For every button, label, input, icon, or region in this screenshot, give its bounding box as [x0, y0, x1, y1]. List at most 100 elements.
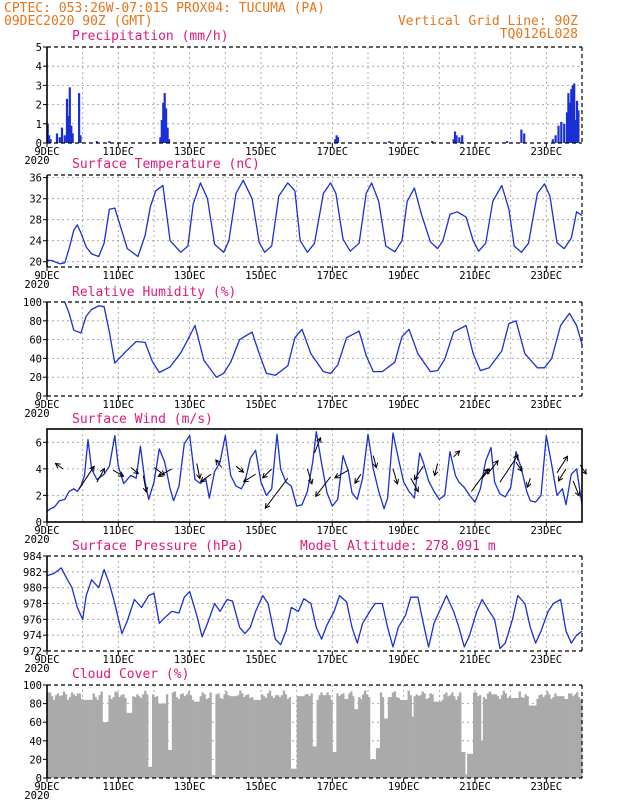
precip-bar — [520, 129, 523, 143]
cloud-cover-bar — [102, 722, 105, 778]
cloud-cover-bar — [223, 694, 226, 778]
cloud-cover-bar — [70, 692, 74, 778]
cloud-cover-bar — [342, 693, 345, 778]
cloud-cover-bar — [479, 695, 482, 778]
x-tick-label: 9DEC — [34, 270, 59, 282]
series-line — [46, 431, 583, 512]
cloud-cover-bar — [413, 696, 416, 778]
wind-arrow-shaft — [200, 473, 212, 483]
x-tick-label: 15DEC — [245, 654, 277, 666]
wind-arrow-shaft — [262, 468, 273, 479]
x-tick-label: 15DEC — [245, 781, 277, 793]
cloud-cover-bar — [207, 698, 210, 778]
cloud-cover-bar — [290, 768, 293, 778]
cloud-cover-bar — [492, 694, 496, 778]
x-tick-label: 21DEC — [459, 399, 491, 411]
precip-bar — [79, 135, 82, 143]
cloud-cover-bar — [251, 697, 254, 778]
cloud-cover-bar — [524, 694, 527, 778]
cloud-cover-bar — [80, 699, 83, 778]
panels-container: 0 1 2 3 4 5 9DEC 11DEC 13DEC 15DEC 17DEC 19DEC 21DEC… — [23, 29, 587, 800]
cloud-cover-bar — [570, 693, 573, 778]
series-line — [46, 567, 583, 650]
cloud-cover-bar — [520, 697, 523, 778]
cloud-cover-bar — [134, 697, 137, 778]
x-tick-label: 19DEC — [388, 525, 420, 537]
x-tick-label: 23DEC — [530, 146, 562, 158]
cloud-cover-bar — [266, 693, 270, 778]
cloud-cover-bar — [298, 696, 301, 778]
cloud-cover-bar — [118, 697, 121, 778]
cloud-cover-bar — [449, 695, 452, 778]
x-tick-label: 13DEC — [174, 781, 206, 793]
x-tick-label: 9DEC — [34, 146, 59, 158]
cloud-cover-bar — [185, 694, 188, 778]
y-tick-label: 80 — [29, 316, 42, 328]
precip-bar — [458, 137, 461, 143]
x-tick-label: 23DEC — [530, 270, 562, 282]
wind-arrow — [525, 478, 532, 489]
x-tick-label: 9DEC — [34, 399, 59, 411]
cloud-cover-bar — [560, 696, 563, 778]
y-tick-label: 4 — [36, 464, 42, 476]
wind-arrow-shaft — [558, 468, 567, 482]
wind-arrow — [112, 469, 125, 477]
cloud-cover-bar — [435, 701, 438, 778]
wind-arrow-shaft — [481, 468, 490, 479]
cloud-cover-bar — [146, 694, 149, 778]
x-tick-label: 23DEC — [530, 525, 562, 537]
cloud-cover-bar — [368, 697, 371, 778]
wind-arrow-head — [517, 466, 523, 473]
cloud-cover-bar — [213, 775, 216, 778]
cloud-cover-bar — [566, 699, 569, 778]
x-tick-label: 11DEC — [102, 399, 134, 411]
x-tick-label: 11DEC — [102, 654, 134, 666]
cloud-cover-bar — [257, 699, 260, 778]
wind-arrow — [470, 468, 489, 492]
wind-arrow-shaft — [392, 468, 398, 485]
precip-bar — [523, 133, 526, 143]
x-tick-label: 21DEC — [459, 781, 491, 793]
cloud-cover-bar — [576, 692, 579, 778]
cloud-cover-bar — [320, 692, 323, 778]
cloud-cover-bar — [526, 696, 529, 778]
cloud-cover-bar — [475, 692, 478, 778]
cloud-cover-bar — [443, 694, 446, 778]
cloud-cover-bar — [356, 709, 359, 778]
cloud-cover-bar — [199, 696, 202, 778]
cloud-cover-bar — [324, 695, 327, 778]
x-tick-label: 11DEC — [102, 525, 134, 537]
cloud-cover-bar — [294, 768, 297, 778]
y-tick-label: 80 — [29, 699, 42, 711]
cloud-cover-bar — [154, 697, 157, 778]
panel-title: Cloud Cover (%) — [72, 667, 189, 682]
cloud-cover-bar — [393, 691, 397, 778]
y-tick-label: 974 — [23, 630, 42, 642]
x-tick-label: 23DEC — [530, 781, 562, 793]
x-tick-label: 11DEC — [102, 270, 134, 282]
cloud-cover-bar — [144, 690, 147, 778]
cloud-cover-bar — [169, 750, 173, 778]
precip-bar — [95, 141, 98, 143]
cloud-cover-bar — [562, 696, 565, 778]
precip-bar — [65, 98, 69, 143]
cloud-cover-bar — [74, 696, 77, 778]
cloud-cover-bar — [510, 698, 513, 778]
x-year-label: 2020 — [24, 155, 49, 167]
x-tick-label: 21DEC — [459, 270, 491, 282]
precip-bar — [455, 135, 458, 143]
precip-bar — [63, 135, 66, 143]
precip-bar — [68, 87, 71, 143]
cloud-cover-bar — [171, 692, 175, 778]
cloud-cover-bar — [415, 694, 418, 778]
cloud-cover-bar — [56, 693, 60, 778]
series-line — [46, 179, 583, 265]
y-tick-label: 100 — [23, 297, 42, 309]
x-tick-label: 9DEC — [34, 525, 59, 537]
cloud-cover-bar — [195, 701, 198, 778]
cloud-cover-bar — [354, 709, 357, 778]
chart-panel-4: 0 2 4 6 9DEC 11DEC 13DEC 15DEC 17DEC 19DEC 21DEC 23… — [24, 412, 587, 546]
wind-arrow-shaft — [314, 437, 321, 454]
precip-bar — [67, 116, 70, 143]
cloud-cover-bar — [161, 703, 165, 778]
